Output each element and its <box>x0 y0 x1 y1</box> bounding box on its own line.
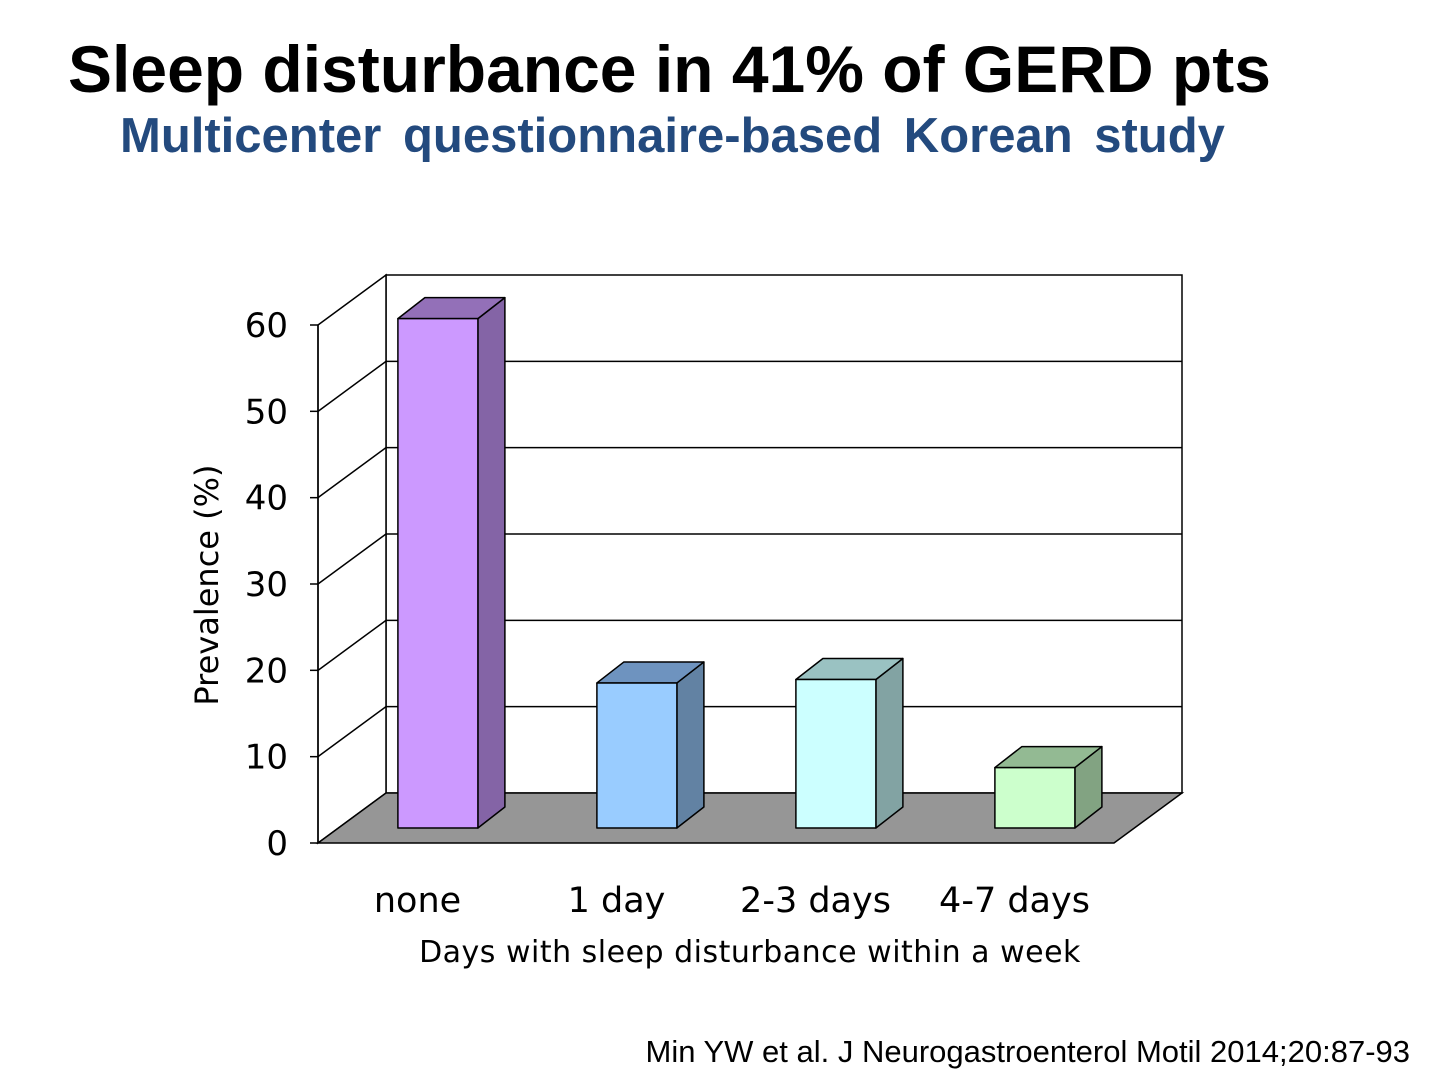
side-wall-gridline <box>317 706 387 758</box>
bar-front-face <box>994 766 1076 829</box>
bar <box>397 296 506 829</box>
y-tick-label: 60 <box>245 306 288 346</box>
bar-side-face <box>676 661 705 829</box>
slide-subtitle: Multicenter questionnaire-based Korean s… <box>120 109 1225 163</box>
bar <box>795 657 904 829</box>
bar-front-face <box>795 678 877 829</box>
y-tick-label: 0 <box>266 824 288 864</box>
bar-front-face <box>397 317 479 829</box>
y-tick-label: 40 <box>245 479 288 519</box>
bar-front-face <box>596 682 678 829</box>
slide-title: Sleep disturbance in 41% of GERD pts <box>68 32 1271 106</box>
x-category-label: none <box>374 881 461 921</box>
side-wall-gridline <box>317 447 387 499</box>
citation: Min YW et al. J Neurogastroenterol Motil… <box>645 1034 1411 1069</box>
side-wall-gridline <box>317 533 387 585</box>
y-axis-ticks: 0 10 20 30 40 50 60 <box>245 306 318 864</box>
x-axis-categories: none 1 day 2-3 days 4-7 days <box>374 881 1090 921</box>
y-tick-label: 10 <box>245 738 288 778</box>
bar-side-face <box>477 296 506 829</box>
gridlines <box>317 360 1182 758</box>
y-tick-label: 20 <box>245 651 288 691</box>
bar <box>596 661 705 829</box>
chart-floor <box>315 792 1185 844</box>
y-axis-title: Prevalence (%) <box>188 464 226 705</box>
y-tick-label: 30 <box>245 565 288 605</box>
bar-side-face <box>875 657 904 829</box>
x-category-label: 4-7 days <box>939 881 1090 921</box>
bar <box>994 745 1103 829</box>
x-axis-title: Days with sleep disturbance within a wee… <box>419 935 1081 970</box>
x-category-label: 1 day <box>568 881 666 921</box>
bars <box>397 296 1103 829</box>
side-wall-gridline <box>317 360 387 412</box>
y-tick-label: 50 <box>245 392 288 432</box>
side-wall-gridline <box>317 619 387 671</box>
x-category-label: 2-3 days <box>740 881 891 921</box>
